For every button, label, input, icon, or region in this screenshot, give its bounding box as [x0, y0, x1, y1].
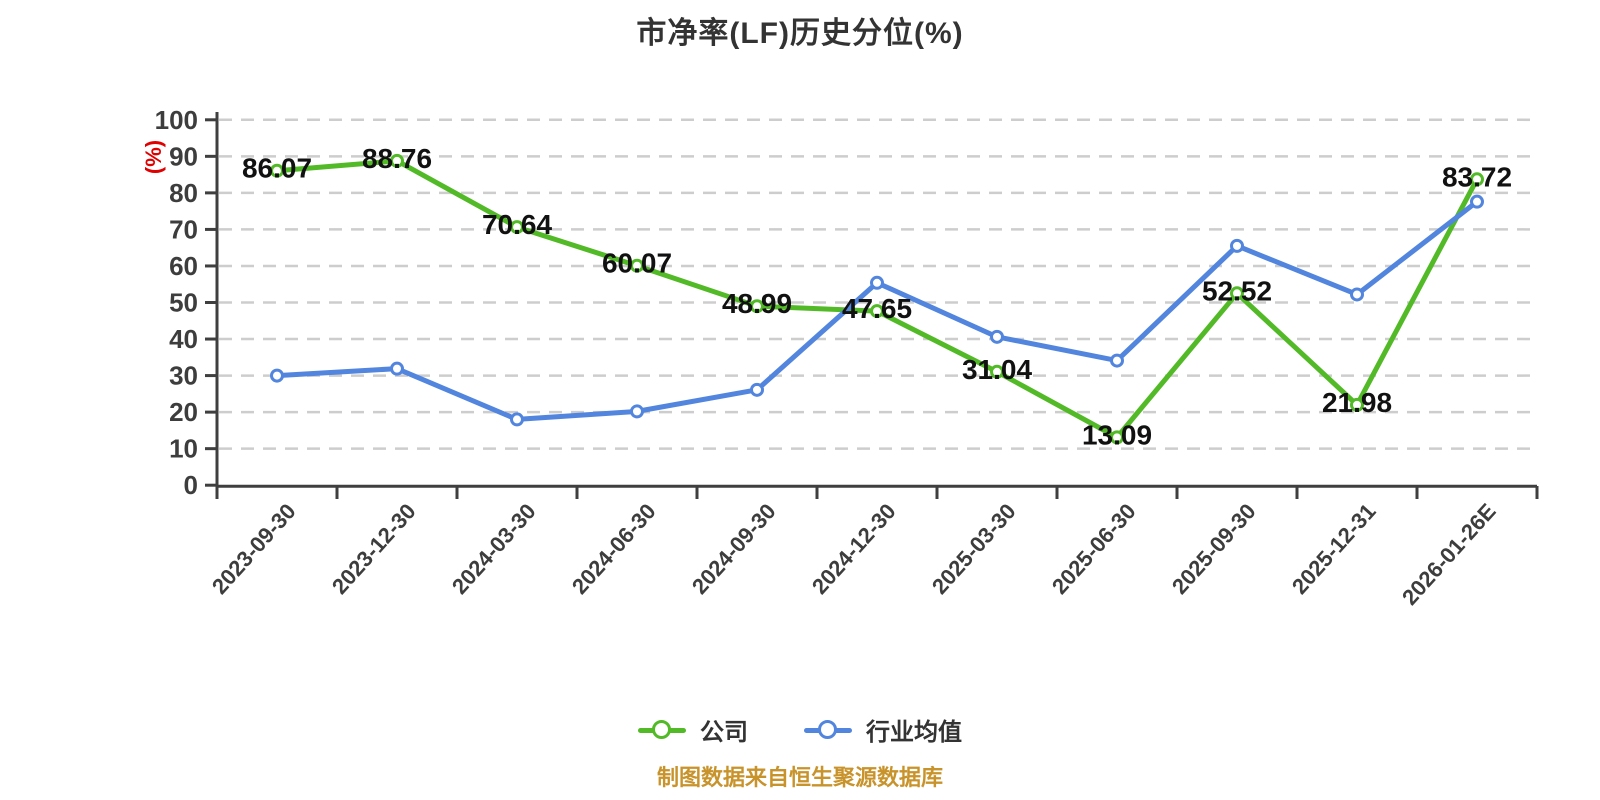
- chart-title: 市净率(LF)历史分位(%): [636, 17, 964, 50]
- data-label: 86.07: [242, 153, 312, 184]
- legend-label-company: 公司: [700, 719, 748, 746]
- data-source-note: 制图数据来自恒生聚源数据库: [656, 765, 943, 790]
- y-tick-label: 50: [169, 288, 198, 318]
- x-tick-label: 2026-01-26E: [1397, 499, 1501, 610]
- industry-point-marker: [870, 275, 884, 290]
- company-point-marker: [870, 304, 884, 319]
- data-label: 31.04: [962, 354, 1032, 385]
- industry-point-marker: [750, 382, 764, 397]
- x-tick-label: 2024-12-30: [807, 499, 901, 599]
- company-point-marker: [630, 258, 644, 273]
- x-tick-label: 2023-12-30: [327, 499, 421, 599]
- company-point-marker: [1350, 397, 1364, 412]
- company-point-marker: [270, 163, 284, 178]
- chart-legend: 公司 行业均值: [0, 712, 1600, 747]
- x-tick-label: 2025-03-30: [927, 499, 1021, 599]
- company-point-marker: [990, 364, 1004, 379]
- y-tick-label: 0: [184, 470, 198, 500]
- data-label: 52.52: [1202, 275, 1272, 306]
- y-tick-label: 90: [169, 141, 198, 171]
- y-tick-label: 40: [169, 324, 198, 354]
- company-line-marker-icon: [638, 719, 686, 740]
- data-label: 88.76: [362, 143, 432, 174]
- y-tick-label: 30: [169, 361, 198, 391]
- data-label: 83.72: [1442, 161, 1512, 192]
- x-tick-label: 2024-06-30: [567, 499, 661, 599]
- legend-item-company[interactable]: 公司: [638, 712, 748, 747]
- data-label: 13.09: [1082, 419, 1152, 450]
- industry-point-marker: [270, 368, 284, 383]
- data-label: 21.98: [1322, 387, 1392, 418]
- y-tick-label: 80: [169, 178, 198, 208]
- x-tick-label: 2024-09-30: [687, 499, 781, 599]
- industry-point-marker: [990, 329, 1004, 344]
- industry-point-marker: [510, 412, 524, 427]
- data-label: 47.65: [842, 293, 912, 324]
- chart-canvas: 0 10 20 30 40 50 60 70 80 90 100 2023-09-30 2023-12-…: [155, 105, 1539, 610]
- industry-line-marker-icon: [804, 719, 852, 740]
- y-tick-label: 10: [169, 434, 198, 464]
- data-label: 48.99: [722, 288, 792, 319]
- industry-point-marker: [630, 404, 644, 419]
- data-label: 60.07: [602, 248, 672, 279]
- industry-point-marker: [1470, 194, 1484, 209]
- company-point-marker: [390, 153, 404, 168]
- y-tick-label: 100: [155, 105, 198, 135]
- y-tick-label: 70: [169, 214, 198, 244]
- company-point-marker: [510, 220, 524, 235]
- industry-point-marker: [390, 361, 404, 376]
- data-label: 70.64: [482, 209, 552, 240]
- company-point-marker: [750, 299, 764, 314]
- x-tick-label: 2025-12-31: [1287, 499, 1381, 599]
- x-tick-label: 2023-09-30: [207, 499, 301, 599]
- y-tick-label: 60: [169, 251, 198, 281]
- company-point-marker: [1230, 286, 1244, 301]
- industry-point-marker: [1110, 353, 1124, 368]
- x-tick-label: 2025-06-30: [1047, 499, 1141, 599]
- legend-label-industry: 行业均值: [866, 719, 962, 746]
- y-tick-label: 20: [169, 397, 198, 427]
- x-tick-label: 2025-09-30: [1167, 499, 1261, 599]
- industry-point-marker: [1350, 287, 1364, 302]
- legend-item-industry[interactable]: 行业均值: [804, 712, 962, 747]
- company-point-marker: [1110, 430, 1124, 445]
- company-point-marker: [1470, 172, 1484, 187]
- x-tick-label: 2024-03-30: [447, 499, 541, 599]
- industry-point-marker: [1230, 238, 1244, 253]
